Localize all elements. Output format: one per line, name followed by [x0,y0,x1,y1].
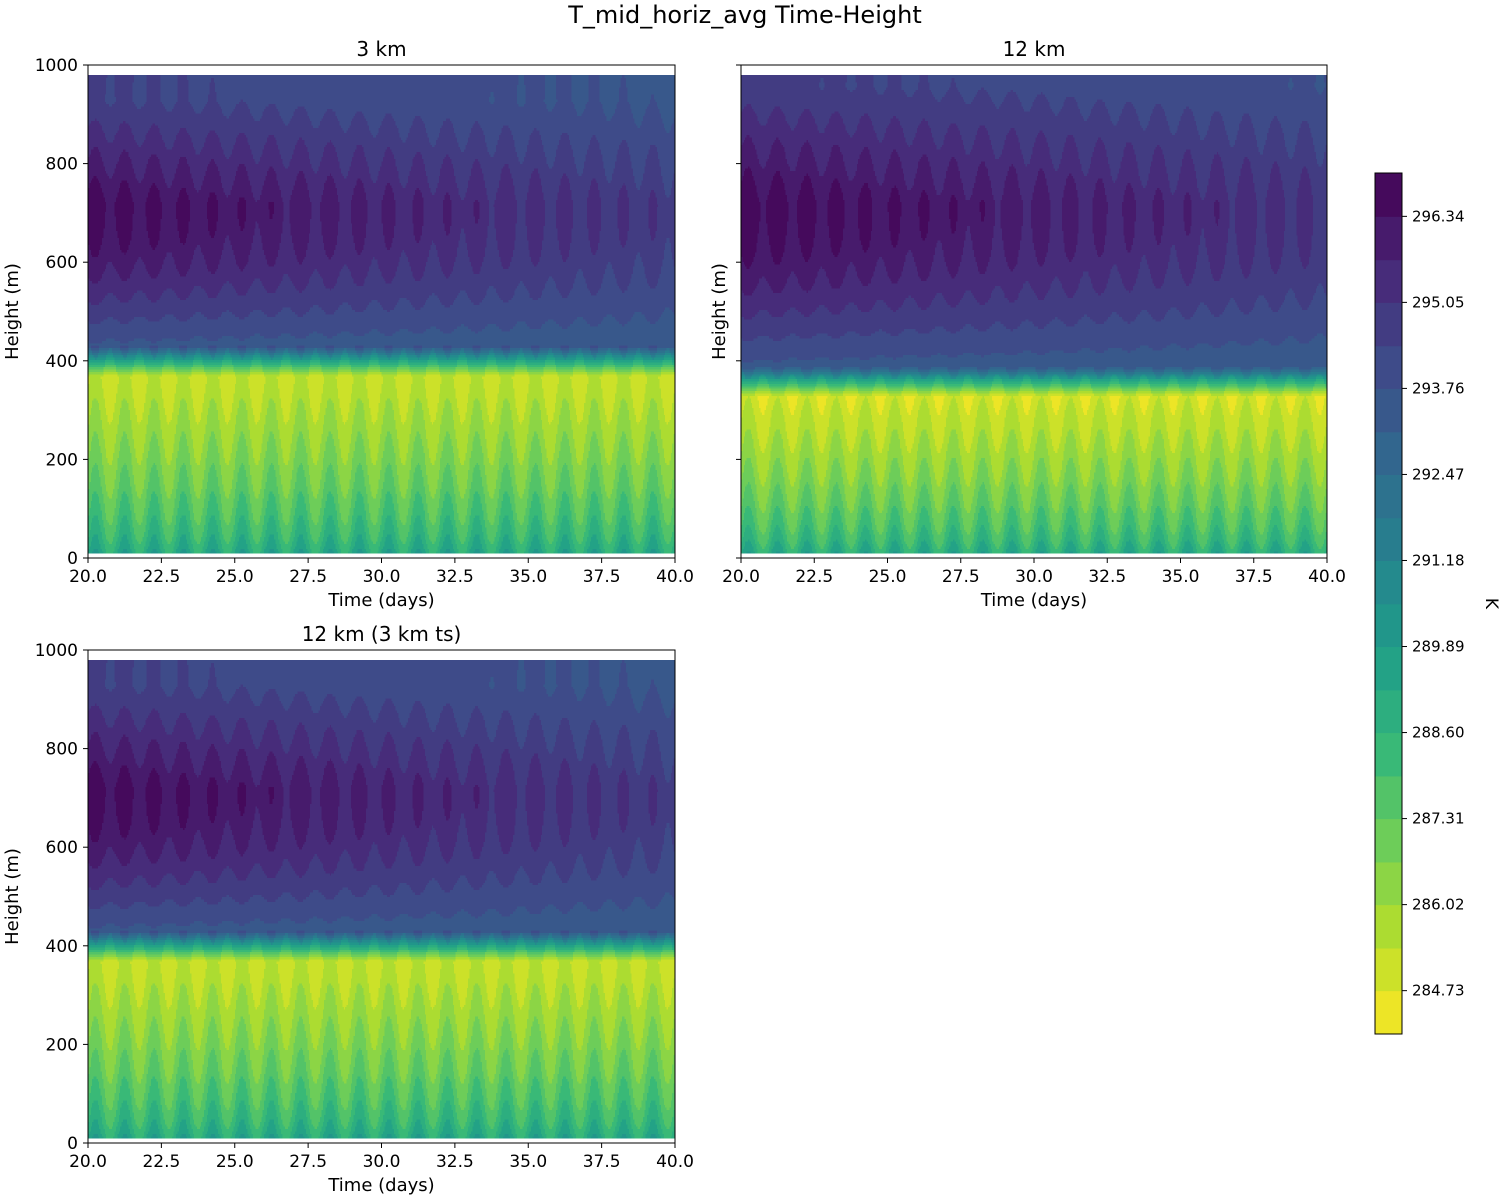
y-tick-label: 1000 [35,641,78,661]
subplot-title: 3 km [356,37,406,61]
colorbar-band [1375,818,1402,863]
subplot-12km-3km-ts: 12 km (3 km ts) 20.0 22.5 25.0 27.5 30.0 32.5 3… [2,622,694,1196]
colorbar-band [1375,689,1402,734]
y-tick-label: 0 [67,549,78,569]
x-tick-label: 27.5 [289,1152,327,1172]
colorbar-tick-label: 289.89 [1412,638,1465,656]
suptitle: T_mid_horiz_avg Time-Height [567,1,921,29]
colorbar-band [1375,431,1402,475]
x-tick-label: 32.5 [1088,567,1126,587]
x-tick-label: 37.5 [583,567,621,587]
colorbar-tick-label: 293.76 [1412,379,1465,397]
colorbar-band [1375,259,1402,303]
x-tick-label: 37.5 [583,1152,621,1172]
y-tick-label: 200 [46,450,78,470]
x-tick-label: 22.5 [795,567,833,587]
colorbar-band [1375,603,1402,648]
x-tick-label: 35.0 [509,1152,547,1172]
colorbar-frame [1374,172,1403,1035]
x-tick-label: 35.0 [509,567,547,587]
subplot-12km: 12 km 20.0 22.5 25.0 27.5 30.0 32.5 35.0 37.5 40.… [709,37,1346,611]
colorbar-tick-label: 288.60 [1412,724,1465,742]
x-axis-label: Time (days) [980,590,1087,611]
x-tick-label: 40.0 [1308,567,1346,587]
contour-field [88,659,675,1139]
colorbar-band [1375,947,1402,992]
x-tick-label: 25.0 [216,567,254,587]
y-tick-label: 600 [46,253,78,273]
x-tick-label: 40.0 [656,567,694,587]
x-tick-label: 25.0 [869,567,907,587]
colorbar-band [1375,904,1402,949]
colorbar-band [1375,216,1402,261]
x-tick-label: 37.5 [1235,567,1273,587]
colorbar-tick-label: 291.18 [1412,551,1465,569]
contour-field [88,74,675,554]
y-tick-label: 400 [46,352,78,372]
colorbar-band [1375,388,1402,433]
y-tick-label: 200 [46,1035,78,1055]
colorbar-tick-label: 284.73 [1412,982,1465,1000]
colorbar-band [1375,990,1402,1035]
x-tick-label: 30.0 [1015,567,1053,587]
x-tick-label: 27.5 [942,567,980,587]
colorbar-band [1375,345,1402,389]
x-axis-label: Time (days) [327,590,434,611]
y-axis-label: Height (m) [709,263,730,360]
x-tick-label: 30.0 [363,1152,401,1172]
x-tick-label: 20.0 [69,567,107,587]
y-axis-label: Height (m) [2,848,23,945]
y-tick-label: 800 [46,740,78,760]
colorbar-label: K [1481,598,1500,610]
x-tick-label: 25.0 [216,1152,254,1172]
y-tick-label: 400 [46,937,78,957]
colorbar-band [1375,173,1402,217]
colorbar-tick-label: 292.47 [1412,465,1465,483]
colorbar-band [1375,646,1402,691]
colorbar-band [1375,302,1402,347]
x-tick-label: 35.0 [1162,567,1200,587]
colorbar-band [1375,861,1402,906]
subplot-3km: 3 km 20.0 22.5 25.0 27.5 30.0 32.5 35.0 37.5 40.0… [2,37,694,611]
x-axis-label: Time (days) [327,1175,434,1196]
contour-field [741,74,1327,554]
x-tick-label: 27.5 [289,567,327,587]
y-tick-label: 1000 [35,56,78,76]
colorbar-band [1375,517,1402,561]
colorbar-band [1375,474,1402,519]
x-tick-label: 32.5 [436,567,474,587]
y-tick-label: 600 [46,838,78,858]
x-tick-label: 30.0 [363,567,401,587]
colorbar-band [1375,560,1402,605]
y-axis-label: Height (m) [2,263,23,360]
y-tick-label: 0 [67,1134,78,1154]
x-tick-label: 20.0 [69,1152,107,1172]
colorbar-tick-label: 287.31 [1412,810,1465,828]
x-tick-label: 32.5 [436,1152,474,1172]
colorbar-tick-label: 286.02 [1412,896,1465,914]
colorbar: 284.73 286.02 287.31 288.60 289.89 291.18 292.… [1374,172,1500,1035]
x-tick-label: 40.0 [656,1152,694,1172]
x-tick-label: 22.5 [142,567,180,587]
colorbar-band [1375,775,1402,820]
x-tick-label: 20.0 [722,567,760,587]
y-tick-label: 800 [46,155,78,175]
colorbar-tick-label: 296.34 [1412,207,1465,225]
colorbar-tick-label: 295.05 [1412,293,1465,311]
colorbar-band [1375,732,1402,777]
subplot-title: 12 km (3 km ts) [302,622,462,646]
subplot-title: 12 km [1003,37,1066,61]
x-tick-label: 22.5 [142,1152,180,1172]
